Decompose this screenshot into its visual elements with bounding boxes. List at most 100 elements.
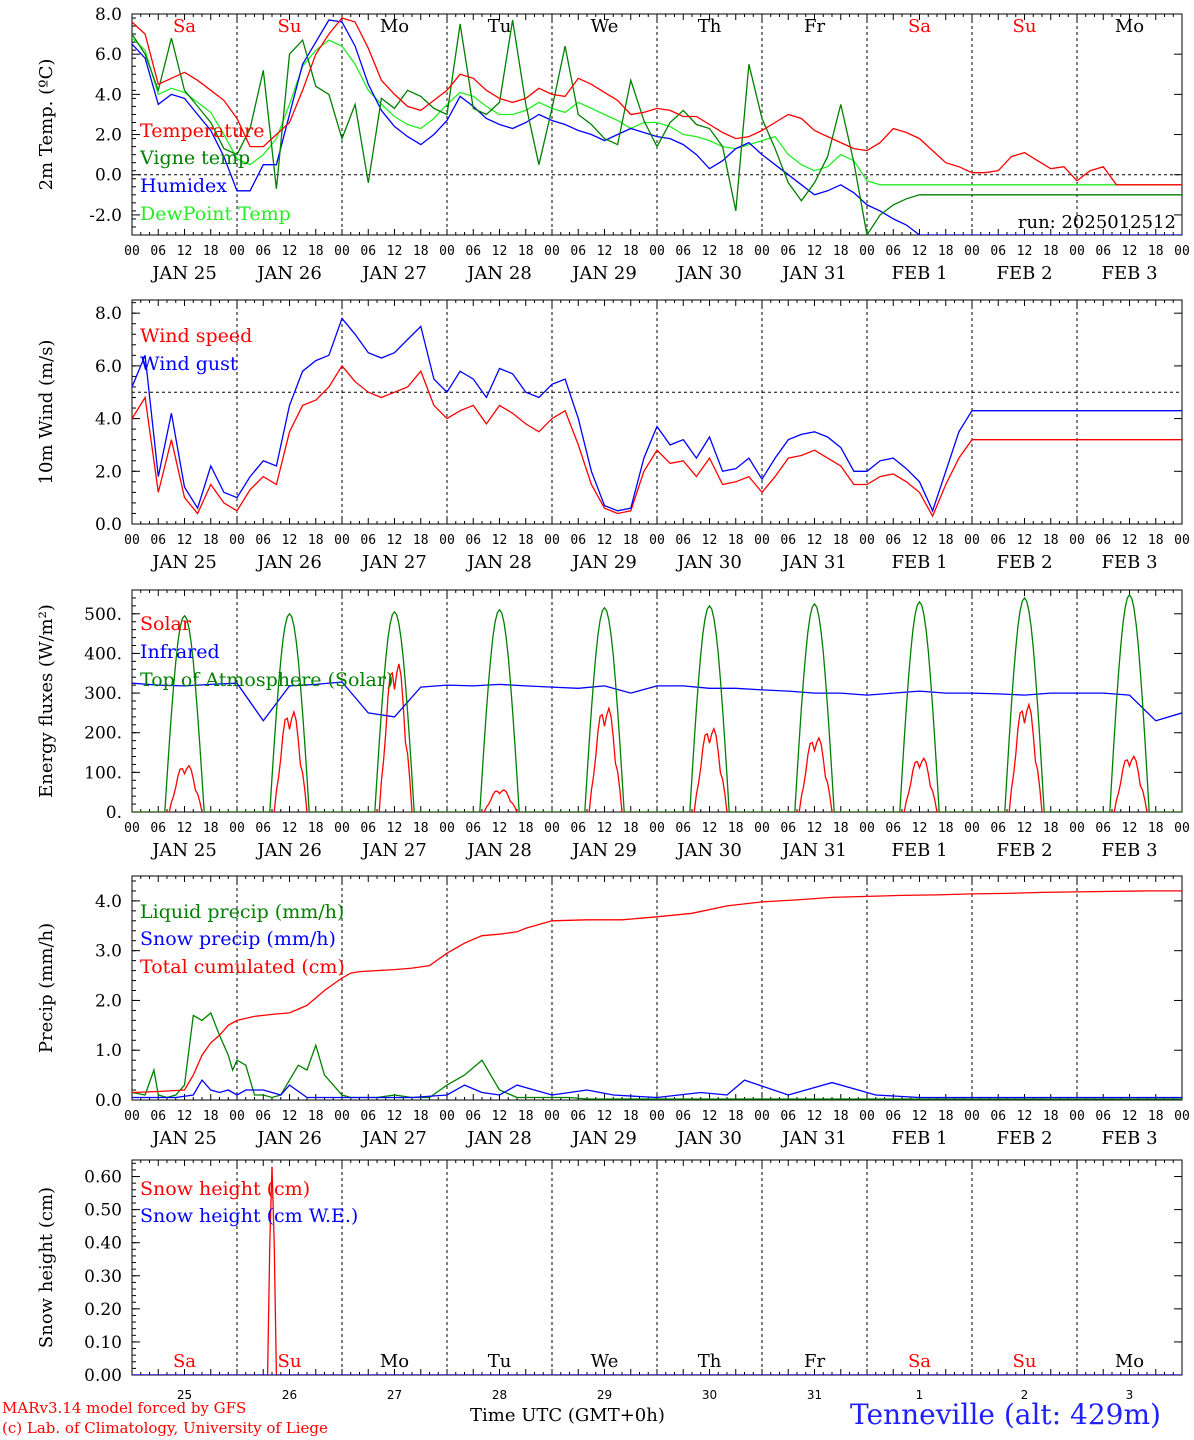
hour-tick-label: 12 (1122, 533, 1138, 548)
y-tick-label: 0.50 (84, 1201, 122, 1221)
panel-4: 4.0 3.0 2.0 1.0 0.0 Precip (mm/h) 00 06 12 18 00 06… (36, 875, 1190, 1149)
hour-tick-label: 18 (1148, 1109, 1164, 1124)
series-line-3 (132, 37, 1182, 186)
weekday-label: Sa (908, 16, 931, 37)
hour-tick-label: 06 (675, 821, 691, 836)
hour-tick-label: 00 (439, 244, 455, 259)
hour-tick-label: 06 (1095, 533, 1111, 548)
date-label: JAN 27 (360, 552, 427, 573)
hour-tick-label: 06 (465, 533, 481, 548)
date-label: JAN 26 (255, 552, 322, 573)
weekday-label: Su (1013, 1351, 1037, 1372)
weekday-label: Mo (380, 1351, 409, 1372)
y-tick-label: 2.0 (95, 126, 122, 146)
hour-tick-label: 06 (150, 1109, 166, 1124)
panel-2: 8.0 6.0 4.0 2.0 0.0 10m Wind (m/s) 00 06 12 18 00 0… (36, 299, 1190, 573)
y-axis-label: Energy fluxes (W/m²) (36, 604, 57, 798)
hour-tick-label: 06 (780, 821, 796, 836)
date-label: JAN 25 (150, 1128, 217, 1149)
hour-tick-label: 18 (728, 244, 744, 259)
day-number-label: 31 (807, 1388, 822, 1402)
date-label: JAN 31 (780, 840, 847, 861)
hour-tick-label: 06 (1095, 1109, 1111, 1124)
y-tick-label: 8.0 (95, 5, 122, 25)
hour-tick-label: 18 (833, 821, 849, 836)
hour-tick-label: 00 (1069, 244, 1085, 259)
hour-tick-label: 12 (492, 533, 508, 548)
hour-tick-label: 18 (1148, 821, 1164, 836)
hour-tick-label: 00 (1174, 821, 1190, 836)
date-label: JAN 29 (570, 263, 637, 284)
hour-tick-label: 00 (1174, 1109, 1190, 1124)
date-label: JAN 28 (465, 263, 532, 284)
hour-tick-label: 06 (465, 1109, 481, 1124)
date-label: FEB 2 (996, 840, 1052, 861)
day-number-label: 29 (597, 1388, 612, 1402)
hour-tick-label: 12 (912, 244, 928, 259)
hour-tick-label: 12 (807, 244, 823, 259)
weekday-label: Th (698, 16, 722, 37)
hour-tick-label: 12 (387, 1109, 403, 1124)
hour-tick-label: 06 (990, 533, 1006, 548)
hour-tick-label: 18 (1043, 533, 1059, 548)
hour-tick-label: 18 (203, 244, 219, 259)
hour-tick-label: 00 (229, 533, 245, 548)
hour-tick-label: 06 (675, 533, 691, 548)
y-tick-label: 0.0 (95, 515, 122, 535)
hour-tick-label: 00 (229, 1109, 245, 1124)
hour-tick-label: 12 (702, 244, 718, 259)
y-tick-label: 4.0 (95, 410, 122, 430)
date-label: JAN 29 (570, 1128, 637, 1149)
hour-tick-label: 00 (859, 533, 875, 548)
legend-label: DewPoint Temp (140, 203, 291, 225)
hour-tick-label: 06 (675, 1109, 691, 1124)
hour-tick-label: 12 (282, 533, 298, 548)
hour-tick-label: 12 (807, 1109, 823, 1124)
time-axis-label: Time UTC (GMT+0h) (470, 1405, 665, 1426)
day-number-label: 27 (387, 1388, 402, 1402)
y-axis-label: 10m Wind (m/s) (36, 340, 57, 485)
day-number-label: 1 (916, 1388, 924, 1402)
hour-tick-label: 12 (177, 821, 193, 836)
station-label: Tenneville (alt: 429m) (850, 1398, 1161, 1431)
day-number-label: 3 (1126, 1388, 1134, 1402)
hour-tick-label: 18 (833, 244, 849, 259)
hour-tick-label: 06 (255, 533, 271, 548)
hour-tick-label: 18 (623, 533, 639, 548)
hour-tick-label: 18 (308, 244, 324, 259)
hour-tick-label: 00 (649, 821, 665, 836)
legend-label: Vigne temp (139, 147, 250, 169)
hour-tick-label: 18 (938, 244, 954, 259)
y-tick-label: -2.0 (89, 206, 122, 226)
hour-tick-label: 00 (544, 821, 560, 836)
date-label: FEB 1 (891, 840, 947, 861)
panel-5: 0.60 0.50 0.40 0.30 0.20 0.10 0.00 Snow height … (36, 1159, 1183, 1402)
hour-tick-label: 00 (334, 821, 350, 836)
legend-label: Snow height (cm) (140, 1178, 310, 1200)
date-label: JAN 29 (570, 552, 637, 573)
legend-label: Solar (140, 613, 192, 635)
date-label: FEB 1 (891, 1128, 947, 1149)
series-group (132, 593, 1182, 812)
y-tick-label: 2.0 (95, 991, 122, 1011)
y-tick-label: 0.30 (84, 1267, 122, 1287)
series-group (132, 317, 1182, 518)
hour-tick-label: 12 (702, 821, 718, 836)
series-line-1 (132, 317, 1182, 513)
hour-tick-label: 06 (885, 244, 901, 259)
hour-tick-label: 12 (492, 1109, 508, 1124)
y-tick-label: 6.0 (95, 357, 122, 377)
hour-tick-label: 00 (964, 533, 980, 548)
panel-3: 500. 400. 300. 200. 100. 0. Energy fluxes (W/m… (36, 589, 1190, 861)
hour-tick-label: 12 (1017, 244, 1033, 259)
weekday-label: Su (278, 1351, 302, 1372)
hour-tick-label: 00 (334, 244, 350, 259)
legend-label: Liquid precip (mm/h) (140, 901, 344, 923)
series-line-0 (132, 1166, 1182, 1375)
y-tick-label: 4.0 (95, 892, 122, 912)
legend-label: Wind gust (140, 353, 238, 375)
date-label: JAN 28 (465, 552, 532, 573)
hour-tick-label: 06 (465, 244, 481, 259)
date-label: JAN 25 (150, 263, 217, 284)
y-tick-label: 0.00 (84, 1366, 122, 1386)
